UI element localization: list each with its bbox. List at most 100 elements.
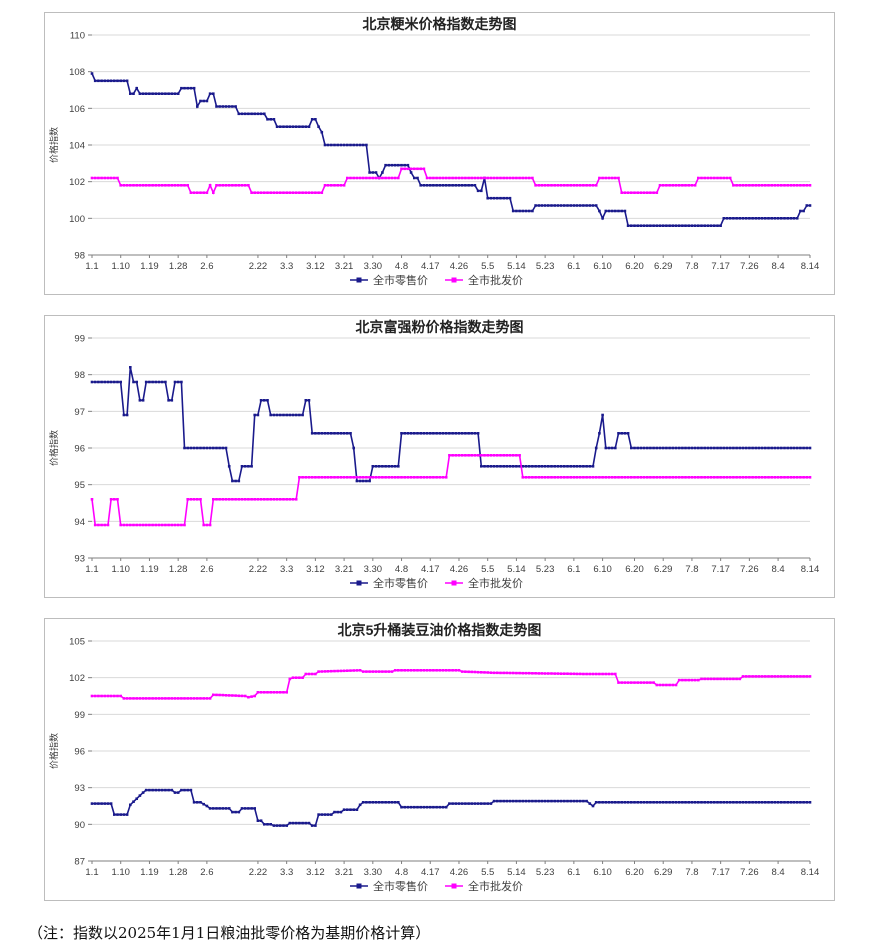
data-point — [700, 476, 703, 479]
data-point — [100, 79, 103, 83]
data-point — [677, 801, 681, 804]
data-point — [550, 672, 553, 675]
data-point — [594, 184, 598, 187]
data-point — [266, 118, 269, 121]
data-point — [486, 196, 489, 200]
data-point — [148, 380, 151, 384]
data-point — [623, 432, 627, 435]
data-point — [294, 676, 298, 679]
data-point — [355, 808, 359, 811]
data-point — [754, 217, 758, 220]
data-point — [256, 413, 260, 417]
data-point — [547, 672, 550, 675]
data-point — [786, 801, 789, 804]
data-point — [435, 176, 438, 180]
data-point — [189, 788, 193, 792]
data-point — [301, 821, 304, 825]
data-point — [454, 802, 458, 805]
data-point — [333, 143, 336, 147]
data-point — [282, 824, 285, 827]
data-point — [741, 217, 745, 220]
data-point — [792, 801, 796, 804]
data-point — [553, 476, 556, 479]
data-point — [789, 446, 793, 450]
data-point — [789, 476, 793, 479]
x-tick-label: 7.17 — [711, 564, 730, 575]
data-point — [773, 476, 777, 479]
x-tick-label: 8.4 — [771, 867, 784, 878]
data-point — [799, 446, 802, 450]
data-point — [518, 454, 521, 457]
data-point — [132, 92, 135, 95]
data-point — [263, 498, 266, 501]
data-point — [757, 476, 761, 479]
data-point — [559, 799, 563, 803]
data-point — [760, 217, 764, 220]
data-point — [649, 681, 652, 684]
data-point — [339, 810, 343, 814]
x-tick-label: 2.6 — [200, 261, 213, 272]
data-point — [735, 217, 738, 220]
data-point — [808, 446, 812, 450]
data-point — [403, 476, 406, 479]
data-point — [489, 454, 493, 457]
data-point — [789, 801, 793, 804]
data-point — [326, 143, 330, 147]
data-point — [776, 446, 780, 450]
data-point — [652, 191, 655, 194]
data-point — [384, 163, 387, 167]
x-tick-label: 5.5 — [481, 867, 494, 878]
data-point — [486, 454, 489, 457]
data-point — [757, 801, 761, 804]
data-point — [247, 184, 250, 187]
data-point — [409, 805, 413, 809]
data-point — [406, 432, 410, 435]
data-point — [697, 678, 700, 682]
data-point — [799, 184, 802, 187]
series-line-retail — [92, 367, 810, 482]
data-point — [269, 498, 272, 501]
data-point — [770, 801, 773, 804]
data-point — [406, 669, 410, 672]
data-point — [582, 184, 585, 187]
data-point — [167, 184, 170, 187]
data-point — [413, 432, 416, 435]
data-point — [511, 176, 515, 180]
data-point — [476, 670, 480, 674]
data-point — [192, 446, 196, 450]
data-point — [269, 191, 272, 194]
data-point — [355, 143, 359, 147]
data-point — [409, 167, 413, 171]
data-point — [320, 670, 324, 673]
data-point — [598, 801, 601, 804]
data-point — [320, 813, 324, 816]
data-point — [511, 671, 515, 675]
data-point — [352, 176, 355, 180]
x-tick-label: 6.1 — [567, 867, 580, 878]
x-tick-label: 7.26 — [740, 867, 759, 878]
data-point — [652, 476, 655, 479]
data-point — [218, 807, 221, 810]
data-point — [279, 498, 282, 501]
data-point — [259, 191, 263, 194]
data-point — [521, 476, 525, 479]
data-point — [767, 675, 770, 678]
data-point — [776, 184, 780, 187]
data-point — [540, 184, 544, 187]
data-point — [151, 380, 154, 384]
data-point — [505, 454, 509, 457]
data-point — [397, 176, 400, 180]
data-point — [416, 805, 419, 809]
data-point — [668, 224, 671, 227]
data-point — [192, 86, 196, 90]
data-point — [275, 691, 279, 694]
data-point — [176, 184, 180, 187]
y-tick-label: 96 — [74, 444, 85, 455]
data-point — [693, 184, 697, 187]
data-point — [783, 217, 786, 220]
data-point — [464, 184, 467, 187]
data-point — [425, 669, 429, 672]
data-point — [521, 799, 525, 803]
data-point — [263, 691, 266, 694]
data-point — [119, 380, 122, 384]
